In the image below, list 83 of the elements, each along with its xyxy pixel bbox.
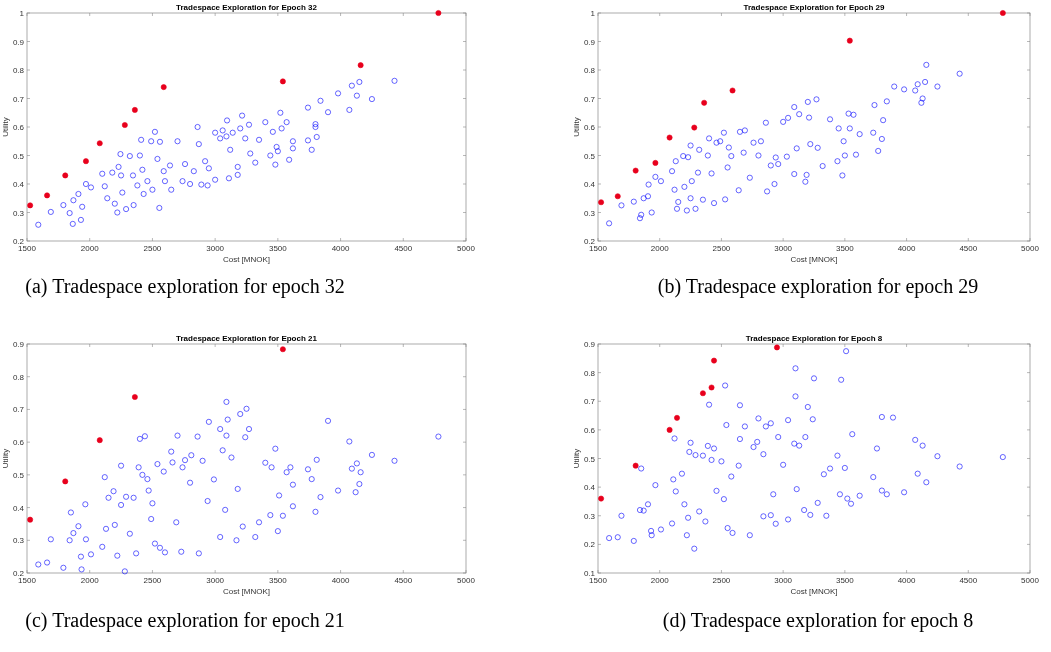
y-axis-title: Utility xyxy=(1,448,10,469)
y-tick-label: 0.7 xyxy=(583,397,596,407)
y-tick-label: 0.7 xyxy=(12,94,25,104)
y-tick-label: 0.9 xyxy=(583,340,596,349)
y-tick-label: 0.2 xyxy=(12,569,25,578)
chart-title: Tradespace Exploration for Epoch 8 xyxy=(745,334,883,343)
x-tick-label: 5000 xyxy=(1021,576,1040,585)
x-tick-label: 3500 xyxy=(835,576,855,585)
y-tick-label: 0.3 xyxy=(12,536,25,546)
x-tick-label: 4500 xyxy=(394,576,413,585)
y-axis-title: Utility xyxy=(572,448,581,469)
x-tick-label: 2500 xyxy=(143,244,162,253)
x-tick-label: 2000 xyxy=(650,576,670,585)
x-axis-title: Cost [MNOK] xyxy=(222,587,271,596)
x-tick-label: 4000 xyxy=(897,244,917,253)
text: (a) Tradespace exploration for epoch 32 xyxy=(25,275,345,298)
text: (c) Tradespace exploration for epoch 21 xyxy=(25,609,345,632)
chart-title: Tradespace Exploration for Epoch 21 xyxy=(176,334,318,343)
y-tick-label: 0.3 xyxy=(583,511,596,521)
x-tick-label: 3000 xyxy=(206,244,225,253)
x-tick-label: 2500 xyxy=(712,576,731,585)
y-tick-label: 1 xyxy=(19,9,25,18)
x-tick-label: 3500 xyxy=(835,244,855,253)
x-tick-label: 5000 xyxy=(457,576,476,585)
x-tick-label: 1500 xyxy=(18,576,37,585)
x-tick-label: 4500 xyxy=(959,576,978,585)
y-tick-label: 0.7 xyxy=(583,94,596,104)
x-tick-label: 5000 xyxy=(1021,244,1040,253)
chart-title: Tradespace Exploration for Epoch 29 xyxy=(743,3,886,12)
y-tick-label: 0.9 xyxy=(12,340,25,349)
y-tick-label: 0.4 xyxy=(12,503,25,513)
x-tick-label: 4500 xyxy=(959,244,978,253)
y-tick-label: 0.8 xyxy=(583,368,596,378)
y-tick-label: 1 xyxy=(590,9,596,18)
x-tick-label: 4500 xyxy=(394,244,413,253)
y-tick-label: 0.9 xyxy=(12,37,25,47)
y-tick-label: 0.5 xyxy=(12,151,25,161)
y-tick-label: 0.9 xyxy=(583,37,596,47)
y-tick-label: 0.1 xyxy=(583,569,596,578)
x-tick-label: 3000 xyxy=(774,576,793,585)
y-tick-label: 0.4 xyxy=(583,180,596,189)
y-tick-label: 0.2 xyxy=(12,237,25,246)
x-tick-label: 1500 xyxy=(589,576,608,585)
x-tick-label: 4000 xyxy=(331,244,351,253)
x-tick-label: 4000 xyxy=(897,576,917,585)
y-tick-label: 0.3 xyxy=(12,208,25,218)
y-tick-label: 0.6 xyxy=(583,123,596,132)
x-axis-title: Cost [MNOK] xyxy=(790,587,838,596)
x-tick-label: 5000 xyxy=(457,244,476,253)
x-tick-label: 2000 xyxy=(80,244,100,253)
x-tick-label: 1500 xyxy=(18,244,37,253)
y-tick-label: 0.5 xyxy=(583,151,596,161)
y-tick-label: 0.4 xyxy=(12,180,25,189)
x-tick-label: 2500 xyxy=(143,576,162,585)
y-tick-label: 0.6 xyxy=(12,438,25,448)
y-axis-title: Utility xyxy=(572,117,581,137)
x-tick-label: 1500 xyxy=(589,244,608,253)
x-tick-label: 3500 xyxy=(268,576,288,585)
text: (d) Tradespace exploration for epoch 8 xyxy=(662,609,974,632)
x-tick-label: 4000 xyxy=(331,576,351,585)
x-tick-label: 2500 xyxy=(712,244,731,253)
y-axis-title: Utility xyxy=(1,117,10,137)
y-tick-label: 0.7 xyxy=(12,405,25,415)
chart-title: Tradespace Exploration for Epoch 32 xyxy=(176,3,318,12)
y-tick-label: 0.2 xyxy=(583,237,596,246)
y-tick-label: 0.8 xyxy=(12,372,25,382)
y-tick-label: 0.3 xyxy=(583,208,596,218)
x-tick-label: 3000 xyxy=(774,244,793,253)
y-tick-label: 0.2 xyxy=(583,540,596,550)
x-axis-title: Cost [MNOK] xyxy=(790,255,838,264)
x-tick-label: 3000 xyxy=(206,576,225,585)
x-tick-label: 3500 xyxy=(268,244,288,253)
y-tick-label: 0.8 xyxy=(583,66,596,75)
y-tick-label: 0.5 xyxy=(583,454,596,464)
y-tick-label: 0.8 xyxy=(12,66,25,75)
y-tick-label: 0.4 xyxy=(583,483,596,493)
y-tick-label: 0.6 xyxy=(583,425,596,435)
y-tick-label: 0.5 xyxy=(12,470,25,480)
x-axis-title: Cost [MNOK] xyxy=(222,255,271,264)
x-tick-label: 2000 xyxy=(80,576,100,585)
y-tick-label: 0.6 xyxy=(12,123,25,132)
x-tick-label: 2000 xyxy=(650,244,670,253)
text: (b) Tradespace exploration for epoch 29 xyxy=(657,275,979,298)
